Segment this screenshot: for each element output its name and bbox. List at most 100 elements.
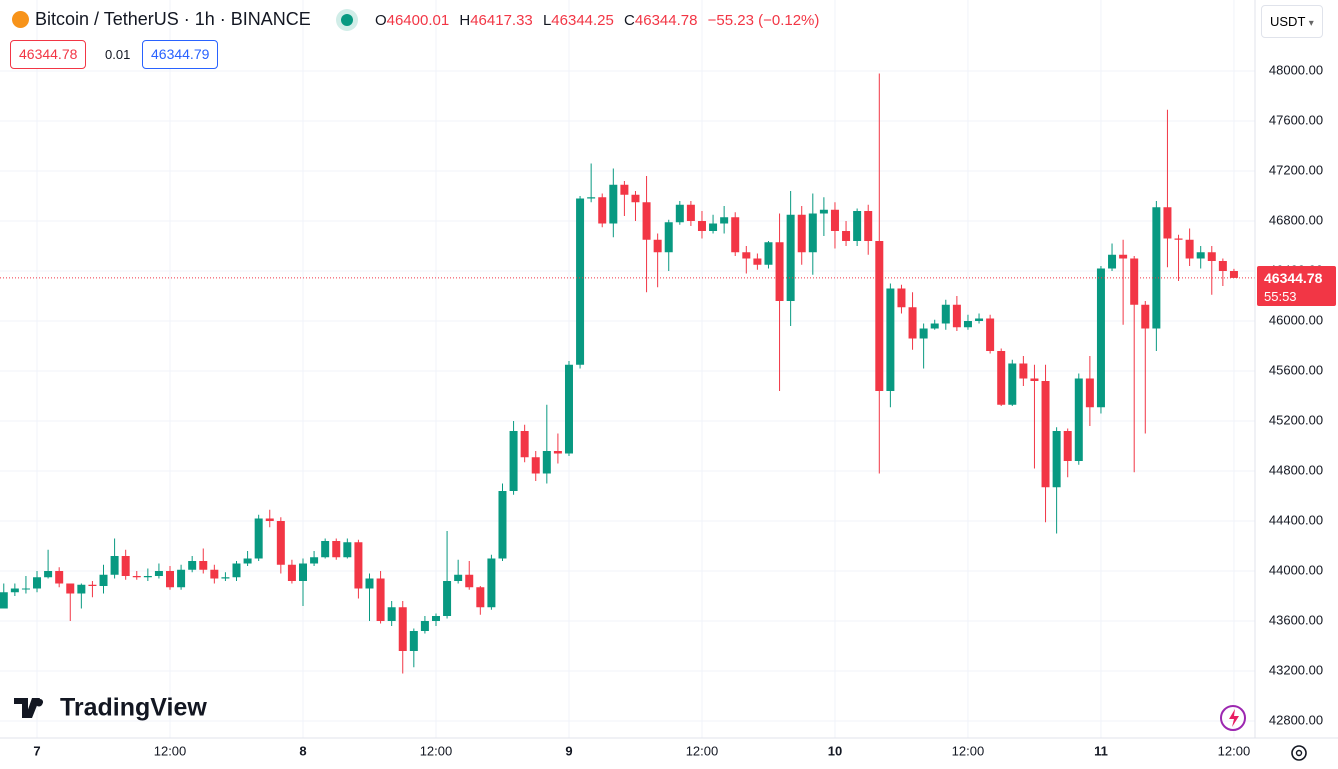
y-tick-label: 46000.00 (1269, 312, 1323, 327)
candle-body (1152, 207, 1161, 329)
candle-body (598, 197, 607, 224)
candle-body (188, 561, 197, 570)
candle-body (1052, 431, 1061, 488)
x-tick-label: 12:00 (686, 743, 719, 758)
y-tick-label: 45600.00 (1269, 362, 1323, 377)
candle-body (1141, 304, 1150, 329)
countdown: 55:53 (1264, 289, 1297, 304)
x-tick-label: 7 (33, 743, 40, 758)
candle-body (587, 197, 596, 199)
candle-body (343, 542, 352, 558)
y-tick-label: 48000.00 (1269, 62, 1323, 77)
candle-body (287, 564, 296, 581)
candle-body (232, 563, 241, 578)
y-tick-label: 44400.00 (1269, 512, 1323, 527)
buy-price[interactable]: 46344.79 (142, 40, 219, 69)
candle-body (742, 252, 751, 259)
h-label: H (459, 12, 471, 29)
candle-body (531, 457, 540, 474)
x-tick-label: 8 (299, 743, 306, 758)
candle-body (1185, 239, 1194, 259)
candle-body (154, 571, 163, 576)
x-tick-label: 11 (1094, 743, 1108, 758)
alert-bolt (1229, 709, 1239, 727)
candle-body (886, 288, 895, 391)
candle-body (509, 431, 518, 491)
spread: 0.01 (105, 47, 131, 62)
candle-body (376, 578, 385, 621)
candle-body (908, 307, 917, 339)
sell-price[interactable]: 46344.78 (10, 40, 87, 69)
candle-body (1218, 261, 1227, 271)
logo-text: TradingView (60, 694, 207, 722)
candle-body (44, 571, 53, 578)
currency-button[interactable]: USDT ▾ (1261, 5, 1323, 38)
symbol[interactable]: Bitcoin / TetherUS · 1h · BINANCE (35, 9, 311, 29)
candle-body (321, 541, 330, 558)
candle-body (398, 607, 407, 651)
candle-body (731, 217, 740, 253)
status-dot (340, 14, 353, 26)
candle-body (276, 521, 285, 565)
candle-body (199, 561, 208, 570)
candle-body (520, 431, 529, 458)
candle-body (975, 318, 984, 321)
candle-body (709, 223, 718, 231)
x-tick-label: 12:00 (154, 743, 187, 758)
c-value: 46344.78 (634, 12, 698, 29)
candle-body (930, 323, 939, 329)
y-tick-label: 43600.00 (1269, 612, 1323, 627)
x-tick-label: 12:00 (420, 743, 453, 758)
candle-body (576, 198, 585, 365)
candle-body (33, 577, 42, 589)
candle-body (143, 576, 152, 578)
settings-icon-center (1295, 749, 1303, 757)
o-value: 46400.01 (386, 12, 450, 29)
candle-body (365, 578, 374, 589)
candle-body (664, 222, 673, 253)
candle-body (653, 239, 662, 253)
c-label: C (624, 12, 635, 29)
candle-body (609, 184, 618, 224)
last-price: 46344.78 (1264, 270, 1323, 286)
candle-body (897, 288, 906, 308)
candle-body (0, 592, 8, 609)
candle-body (919, 328, 928, 339)
l-label: L (542, 12, 552, 29)
candle-body (431, 616, 440, 621)
y-tick-label: 46800.00 (1269, 212, 1323, 227)
candle-body (498, 491, 507, 559)
candle-body (454, 574, 463, 581)
y-tick-label: 47200.00 (1269, 162, 1323, 177)
candles (0, 73, 1255, 674)
change: −55.23 (−0.12%) (707, 12, 820, 29)
x-tick-label: 10 (828, 743, 842, 758)
candle-body (1041, 381, 1050, 488)
candle-body (564, 364, 573, 454)
candle-body (77, 584, 86, 594)
settings-icon[interactable] (1291, 745, 1307, 761)
x-tick-label: 12:00 (1218, 743, 1251, 758)
x-tick-label: 9 (565, 743, 572, 758)
candle-body (1030, 378, 1039, 381)
candle-body (420, 621, 429, 631)
candle-body (963, 321, 972, 328)
candle-body (132, 576, 141, 578)
alert-icon[interactable] (1220, 705, 1246, 731)
candle-body (210, 569, 219, 579)
candle-body (21, 588, 30, 590)
candle-body (1229, 270, 1238, 278)
l-value: 46344.25 (551, 12, 614, 29)
candle-body (842, 231, 851, 241)
candle-body (986, 318, 995, 351)
candle-body (88, 584, 97, 586)
candle-body (265, 518, 274, 521)
candle-body (443, 581, 452, 616)
y-tick-label: 44000.00 (1269, 562, 1323, 577)
y-tick-label: 43200.00 (1269, 662, 1323, 677)
h-value: 46417.33 (470, 12, 533, 29)
y-tick-label: 47600.00 (1269, 112, 1323, 127)
candle-body (675, 204, 684, 223)
